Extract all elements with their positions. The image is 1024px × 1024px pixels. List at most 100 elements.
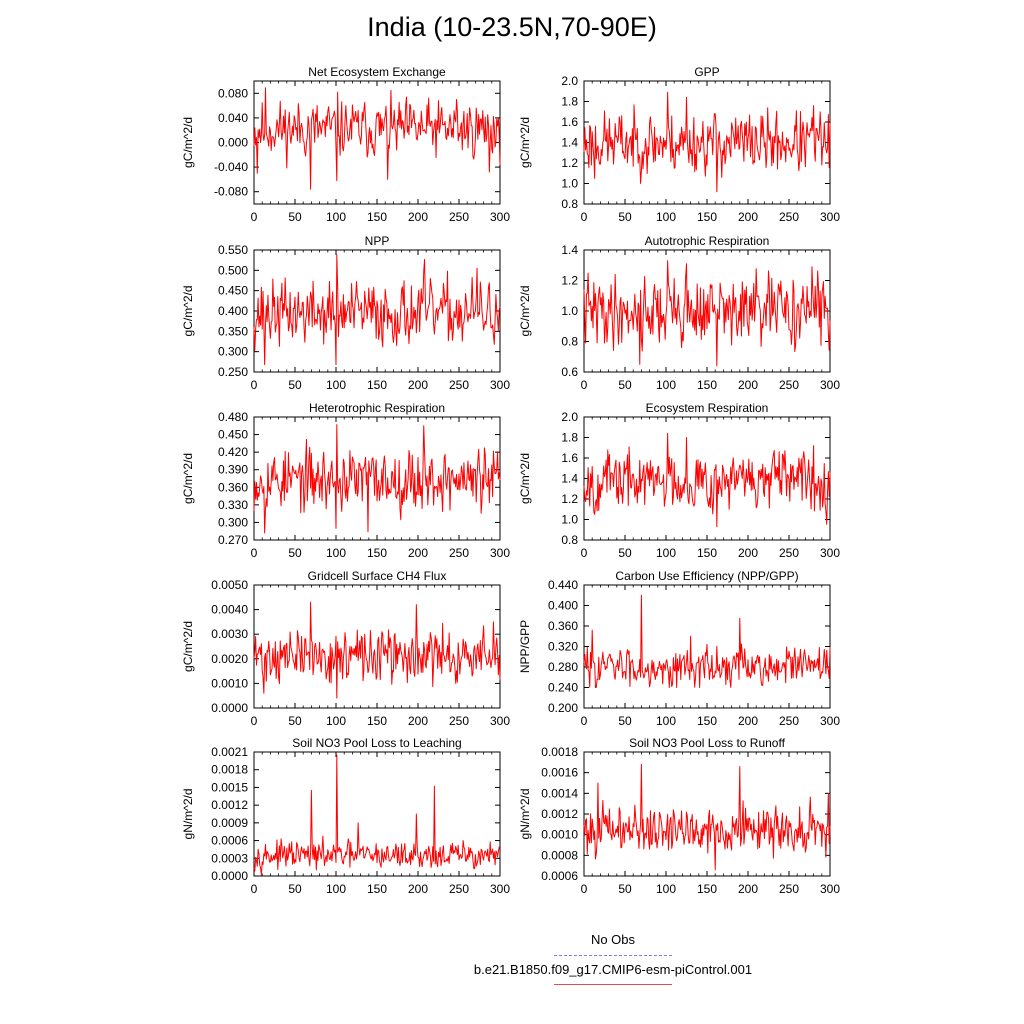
x-tick-label: 250 [449, 210, 469, 224]
x-tick-label: 250 [449, 714, 469, 728]
x-tick-label: 50 [288, 546, 302, 560]
x-tick-label: 100 [326, 714, 346, 728]
x-tick-label: 150 [697, 714, 717, 728]
y-tick-label: 1.6 [561, 451, 578, 465]
y-tick-label: 0.8 [561, 197, 578, 211]
y-tick-label: 0.0000 [211, 701, 248, 715]
panel-title: GPP [694, 65, 719, 79]
x-tick-label: 150 [367, 546, 387, 560]
x-tick-label: 250 [779, 882, 799, 896]
y-tick-label: 0.0050 [211, 578, 248, 592]
y-tick-label: 0.440 [548, 578, 578, 592]
series-line [253, 87, 501, 190]
x-tick-label: 0 [251, 546, 258, 560]
x-tick-label: 200 [408, 882, 428, 896]
panel-3: Autotrophic Respiration gC/m^2/d 0 50 100 150… [518, 234, 840, 392]
y-tick-label: 0.400 [548, 599, 578, 613]
x-tick-label: 200 [408, 378, 428, 392]
x-tick-label: 250 [449, 882, 469, 896]
x-tick-label: 150 [367, 882, 387, 896]
y-tick-label: 0.6 [561, 365, 578, 379]
x-tick-label: 200 [408, 714, 428, 728]
y-tick-label: 0.390 [218, 463, 248, 477]
x-tick-label: 100 [656, 378, 676, 392]
series-line [583, 763, 831, 871]
series-line [583, 91, 831, 193]
y-tick-label: 0.0012 [541, 807, 578, 821]
y-tick-label: 0.0006 [541, 869, 578, 883]
series-line [583, 594, 831, 688]
y-tick-label: 1.8 [561, 431, 578, 445]
x-tick-label: 100 [656, 210, 676, 224]
panel-9: Soil NO3 Pool Loss to Runoff gN/m^2/d 0 50 1… [518, 736, 840, 896]
x-tick-label: 150 [697, 210, 717, 224]
y-tick-label: 1.6 [561, 115, 578, 129]
panel-title: Heterotrophic Respiration [309, 401, 445, 415]
y-tick-label: 0.500 [218, 263, 248, 277]
legend-case-line [554, 984, 672, 985]
y-tick-label: 0.0000 [211, 869, 248, 883]
x-tick-label: 50 [618, 210, 632, 224]
y-tick-label: 0.420 [218, 445, 248, 459]
x-tick-label: 150 [697, 546, 717, 560]
x-tick-label: 100 [326, 882, 346, 896]
x-tick-label: 150 [367, 210, 387, 224]
x-tick-label: 0 [251, 882, 258, 896]
y-tick-label: 0.0040 [211, 603, 248, 617]
series-line [583, 432, 831, 528]
x-tick-label: 0 [251, 378, 258, 392]
y-tick-label: 0.200 [548, 701, 578, 715]
x-tick-label: 0 [251, 210, 258, 224]
panel-title: Net Ecosystem Exchange [308, 65, 446, 79]
y-tick-label: 0.350 [218, 324, 248, 338]
x-tick-label: 250 [449, 546, 469, 560]
y-tick-label: 1.4 [561, 243, 578, 257]
y-tick-label: 1.0 [561, 513, 578, 527]
panel-title: Soil NO3 Pool Loss to Leaching [292, 736, 461, 750]
series-line [253, 601, 501, 699]
y-tick-label: 0.450 [218, 428, 248, 442]
y-axis-label: gC/m^2/d [518, 117, 532, 168]
plot-frame [583, 751, 831, 877]
y-tick-label: 0.000 [218, 136, 248, 150]
x-tick-label: 200 [408, 546, 428, 560]
y-axis-label: gC/m^2/d [181, 286, 195, 337]
y-axis-label: gC/m^2/d [181, 117, 195, 168]
y-tick-label: 1.2 [561, 274, 578, 288]
y-tick-label: 0.330 [218, 498, 248, 512]
y-tick-label: 1.2 [561, 492, 578, 506]
panel-title: Carbon Use Efficiency (NPP/GPP) [615, 569, 798, 583]
y-tick-label: 0.0015 [211, 780, 248, 794]
y-tick-label: 2.0 [561, 410, 578, 424]
y-axis-label: gN/m^2/d [181, 789, 195, 840]
y-tick-label: 0.480 [218, 410, 248, 424]
panel-4: Heterotrophic Respiration gC/m^2/d 0 50 100 1… [181, 401, 510, 560]
x-tick-label: 300 [490, 210, 510, 224]
y-tick-label: 0.0010 [211, 676, 248, 690]
panel-5: Ecosystem Respiration gC/m^2/d 0 50 100 150 20… [518, 401, 840, 560]
x-tick-label: 50 [618, 714, 632, 728]
y-tick-label: 0.0018 [541, 745, 578, 759]
panel-8: Soil NO3 Pool Loss to Leaching gN/m^2/d 0 5… [181, 736, 510, 896]
y-axis-label: gC/m^2/d [181, 453, 195, 504]
x-tick-label: 0 [581, 714, 588, 728]
y-tick-label: 0.550 [218, 243, 248, 257]
y-tick-label: 0.0030 [211, 627, 248, 641]
y-tick-label: 0.0021 [211, 745, 248, 759]
x-tick-label: 150 [697, 378, 717, 392]
x-tick-label: 50 [618, 378, 632, 392]
y-tick-label: 0.270 [218, 533, 248, 547]
x-tick-label: 100 [326, 378, 346, 392]
y-axis-label: gC/m^2/d [518, 453, 532, 504]
y-tick-label: 0.0012 [211, 798, 248, 812]
x-tick-label: 300 [820, 546, 840, 560]
x-tick-label: 50 [288, 714, 302, 728]
legend-case-label: b.e21.B1850.f09_g17.CMIP6-esm-piControl.… [473, 962, 753, 977]
x-tick-label: 0 [251, 714, 258, 728]
y-axis-label: gC/m^2/d [518, 286, 532, 337]
x-tick-label: 200 [408, 210, 428, 224]
y-tick-label: 1.4 [561, 136, 578, 150]
y-axis-label: gC/m^2/d [181, 621, 195, 672]
x-tick-label: 50 [288, 882, 302, 896]
x-tick-label: 50 [618, 546, 632, 560]
